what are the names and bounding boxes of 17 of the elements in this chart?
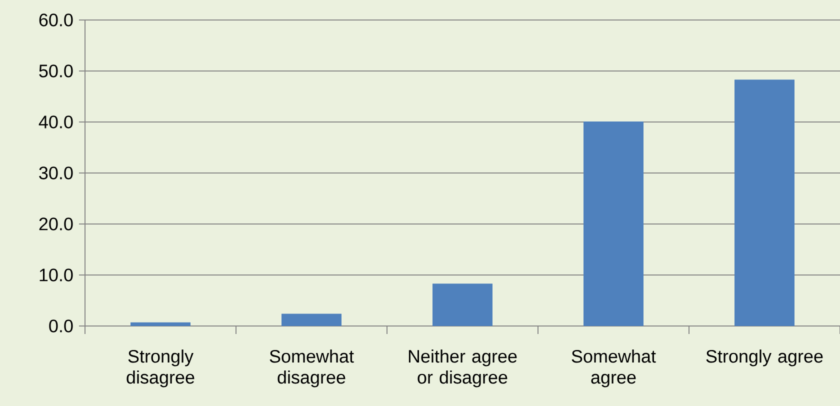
x-tick-label: Strongly disagree [126,350,194,388]
y-tick-label: 10.0 [40,268,73,282]
bar [282,314,342,326]
x-tick-label: Somewhat disagree [270,350,354,388]
y-tick-label: 30.0 [39,166,73,180]
y-tick-label: 40.0 [38,116,73,128]
bar [130,322,191,326]
x-tick-label: Neither agree or disagree [408,350,517,388]
bar [584,121,644,326]
y-tick-label: 60.0 [39,14,73,26]
y-tick-label: 50.0 [39,64,73,78]
y-tick-label: 0.0 [49,320,73,332]
x-tick-label: Somewhat agree [572,350,656,388]
bar [432,284,493,326]
bar [734,80,794,326]
x-tick-label: Strongly agree [706,350,823,366]
y-tick-label: 20.0 [39,218,73,230]
